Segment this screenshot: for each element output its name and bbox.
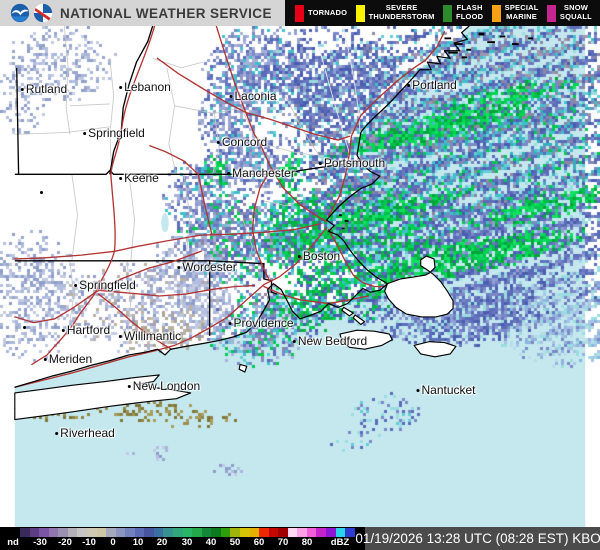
status-bar: nd -30 -20 -10 0 10 20 30 40 50 60 70 80 dBZ 01/19/20… (0, 527, 600, 550)
dbz-label: nd (7, 537, 19, 548)
dbz-swatch (192, 528, 202, 537)
elizabeth-islands (341, 306, 354, 317)
dbz-swatch (182, 528, 193, 537)
warning-swatch (295, 4, 304, 22)
long-island (14, 374, 192, 421)
warning-swatch (442, 4, 452, 22)
islands (14, 255, 457, 421)
elizabeth-islands-2 (352, 314, 366, 326)
dbz-swatch (259, 528, 269, 537)
warning-item-tornado: TORNADO (295, 4, 348, 22)
dbz-scale: nd -30 -20 -10 0 10 20 30 40 50 60 70 80 dBZ (0, 527, 365, 550)
dbz-label: 50 (229, 537, 241, 548)
county-lines (14, 26, 361, 344)
dbz-swatch (326, 528, 336, 537)
warning-label: SNOW SQUALL (559, 3, 592, 21)
dbz-swatch (144, 528, 154, 537)
dbz-swatch (345, 528, 355, 537)
marthas-vineyard (339, 329, 393, 350)
warning-label: TORNADO (308, 7, 348, 17)
dbz-label: 60 (253, 537, 265, 548)
dbz-swatch (86, 528, 97, 537)
coastline (14, 26, 470, 388)
dbz-swatch (220, 528, 231, 537)
dbz-swatch (115, 528, 126, 537)
dbz-swatch (106, 528, 116, 537)
dbz-swatch (134, 528, 145, 537)
block-island (238, 363, 248, 373)
timestamp-area: 01/19/2026 13:28 UTC (08:28 EST) KBOX (355, 527, 600, 550)
dbz-swatch (201, 528, 212, 537)
dbz-swatch (39, 528, 49, 537)
dbz-swatch (29, 528, 40, 537)
warning-item-snow: SNOW SQUALL (546, 3, 592, 22)
dbz-swatch (96, 528, 107, 537)
dbz-colorbar (20, 528, 355, 537)
dbz-swatch (153, 528, 164, 537)
dbz-swatch (67, 528, 78, 537)
dbz-label: dBZ (330, 537, 350, 548)
state-borders (14, 26, 363, 336)
dbz-label: 20 (156, 537, 168, 548)
dbz-swatch (239, 528, 250, 537)
timestamp-text: 01/19/2026 13:28 UTC (08:28 EST) KBOX (355, 531, 600, 546)
warning-label: SEVERE THUNDERSTORM (368, 3, 435, 21)
map-lines-layer (14, 26, 533, 421)
dbz-swatch (77, 528, 87, 537)
dbz-label: 70 (277, 537, 289, 548)
dbz-label: 40 (205, 537, 217, 548)
nws-logo-icon (33, 3, 53, 23)
dbz-label: -20 (58, 537, 72, 548)
warning-item-severe: SEVERE THUNDERSTORM (355, 3, 435, 22)
dbz-swatch (211, 528, 221, 537)
dbz-swatch (58, 528, 68, 537)
warning-label: FLASH FLOOD (455, 3, 484, 21)
dbz-swatch (278, 528, 288, 537)
dbz-swatch (287, 528, 298, 537)
dbz-label: 30 (181, 537, 193, 548)
nantucket-island (413, 341, 457, 358)
brand-area: NATIONAL WEATHER SERVICE (0, 0, 285, 26)
dbz-swatch (306, 528, 317, 537)
cape-cod (384, 255, 454, 318)
dbz-swatch (249, 528, 260, 537)
dbz-swatch (316, 528, 326, 537)
dbz-swatch (48, 528, 59, 537)
dbz-swatch (125, 528, 135, 537)
dbz-label: -10 (82, 537, 96, 548)
road-lines (14, 26, 446, 409)
dbz-swatch (173, 528, 183, 537)
warning-swatch (546, 4, 556, 22)
dbz-swatch (297, 528, 307, 537)
warning-swatch (491, 4, 501, 22)
dbz-label: 80 (301, 537, 313, 548)
dbz-label: 0 (110, 537, 116, 548)
dbz-swatch (335, 528, 346, 537)
dbz-swatch (163, 528, 173, 537)
dbz-swatch (20, 528, 30, 537)
warning-swatch (355, 4, 365, 22)
warning-item-special: SPECIAL MARINE (491, 3, 539, 22)
warning-item-flash: FLASH FLOOD (442, 3, 484, 22)
header-bar: NATIONAL WEATHER SERVICE TORNADO SEVERE T… (0, 0, 600, 26)
dbz-swatch (230, 528, 240, 537)
dbz-label: 10 (132, 537, 144, 548)
app-title: NATIONAL WEATHER SERVICE (60, 5, 272, 21)
dbz-swatch (268, 528, 279, 537)
warning-label: SPECIAL MARINE (504, 3, 539, 21)
radar-map[interactable]: Rutland Lebanon Laconia Springfield Concord K… (0, 26, 600, 527)
radar-echo-layer (0, 26, 600, 527)
coastal-islets (338, 32, 533, 230)
noaa-logo-icon (10, 3, 30, 23)
warning-legend: TORNADO SEVERE THUNDERSTORM FLASH FLOOD SPE… (285, 0, 600, 26)
dbz-label: -30 (33, 537, 47, 548)
